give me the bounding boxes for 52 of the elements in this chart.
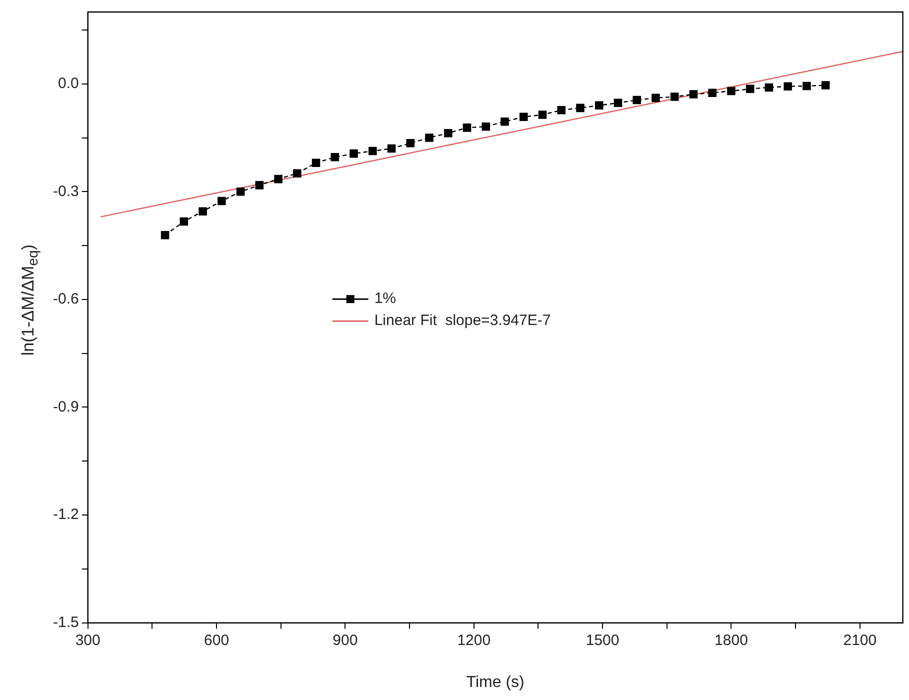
x-tick-label: 300 <box>75 632 100 649</box>
x-tick-label: 1800 <box>714 632 748 649</box>
y-tick-label: 0.0 <box>58 75 79 92</box>
y-tick-label: -0.3 <box>52 182 79 200</box>
point <box>784 82 792 91</box>
point <box>462 124 472 132</box>
point <box>670 92 679 101</box>
point <box>218 196 226 206</box>
point <box>689 90 698 98</box>
x-axis-title: Time (s) <box>466 674 524 691</box>
point <box>557 106 566 114</box>
x-tick-label: 2100 <box>843 632 877 649</box>
x-tick-label: 1200 <box>457 632 491 649</box>
point <box>482 122 490 131</box>
point <box>727 86 736 96</box>
point <box>425 134 434 142</box>
point <box>538 110 547 119</box>
point <box>746 84 754 94</box>
point <box>500 117 509 126</box>
point <box>406 139 415 148</box>
point <box>576 104 584 112</box>
y-tick-label: -0.6 <box>52 290 79 308</box>
point <box>180 217 188 226</box>
legend-label: Linear Fit slope=3.947E-7 <box>374 312 551 330</box>
point <box>236 188 245 196</box>
point <box>444 128 452 138</box>
y-tick-label: -1.5 <box>52 614 79 631</box>
point <box>274 174 282 184</box>
point <box>293 169 302 178</box>
x-tick-label: 1500 <box>586 632 620 649</box>
point <box>160 230 170 240</box>
point <box>802 82 811 90</box>
legend-label: 1% <box>374 290 396 308</box>
point <box>708 88 716 97</box>
point <box>255 181 264 190</box>
point <box>387 144 396 153</box>
point <box>368 146 377 156</box>
point <box>652 94 660 102</box>
point <box>330 153 340 162</box>
point <box>594 101 604 110</box>
point <box>632 96 642 104</box>
x-tick-label: 900 <box>332 632 358 649</box>
y-tick-label: -1.2 <box>52 506 79 524</box>
x-tick-label: 600 <box>204 632 230 649</box>
point <box>198 207 207 216</box>
point <box>821 81 830 90</box>
point <box>764 83 774 92</box>
point <box>312 158 320 168</box>
point <box>519 112 528 122</box>
y-tick-label: -0.9 <box>52 398 79 416</box>
point <box>614 98 622 108</box>
point <box>350 149 358 158</box>
